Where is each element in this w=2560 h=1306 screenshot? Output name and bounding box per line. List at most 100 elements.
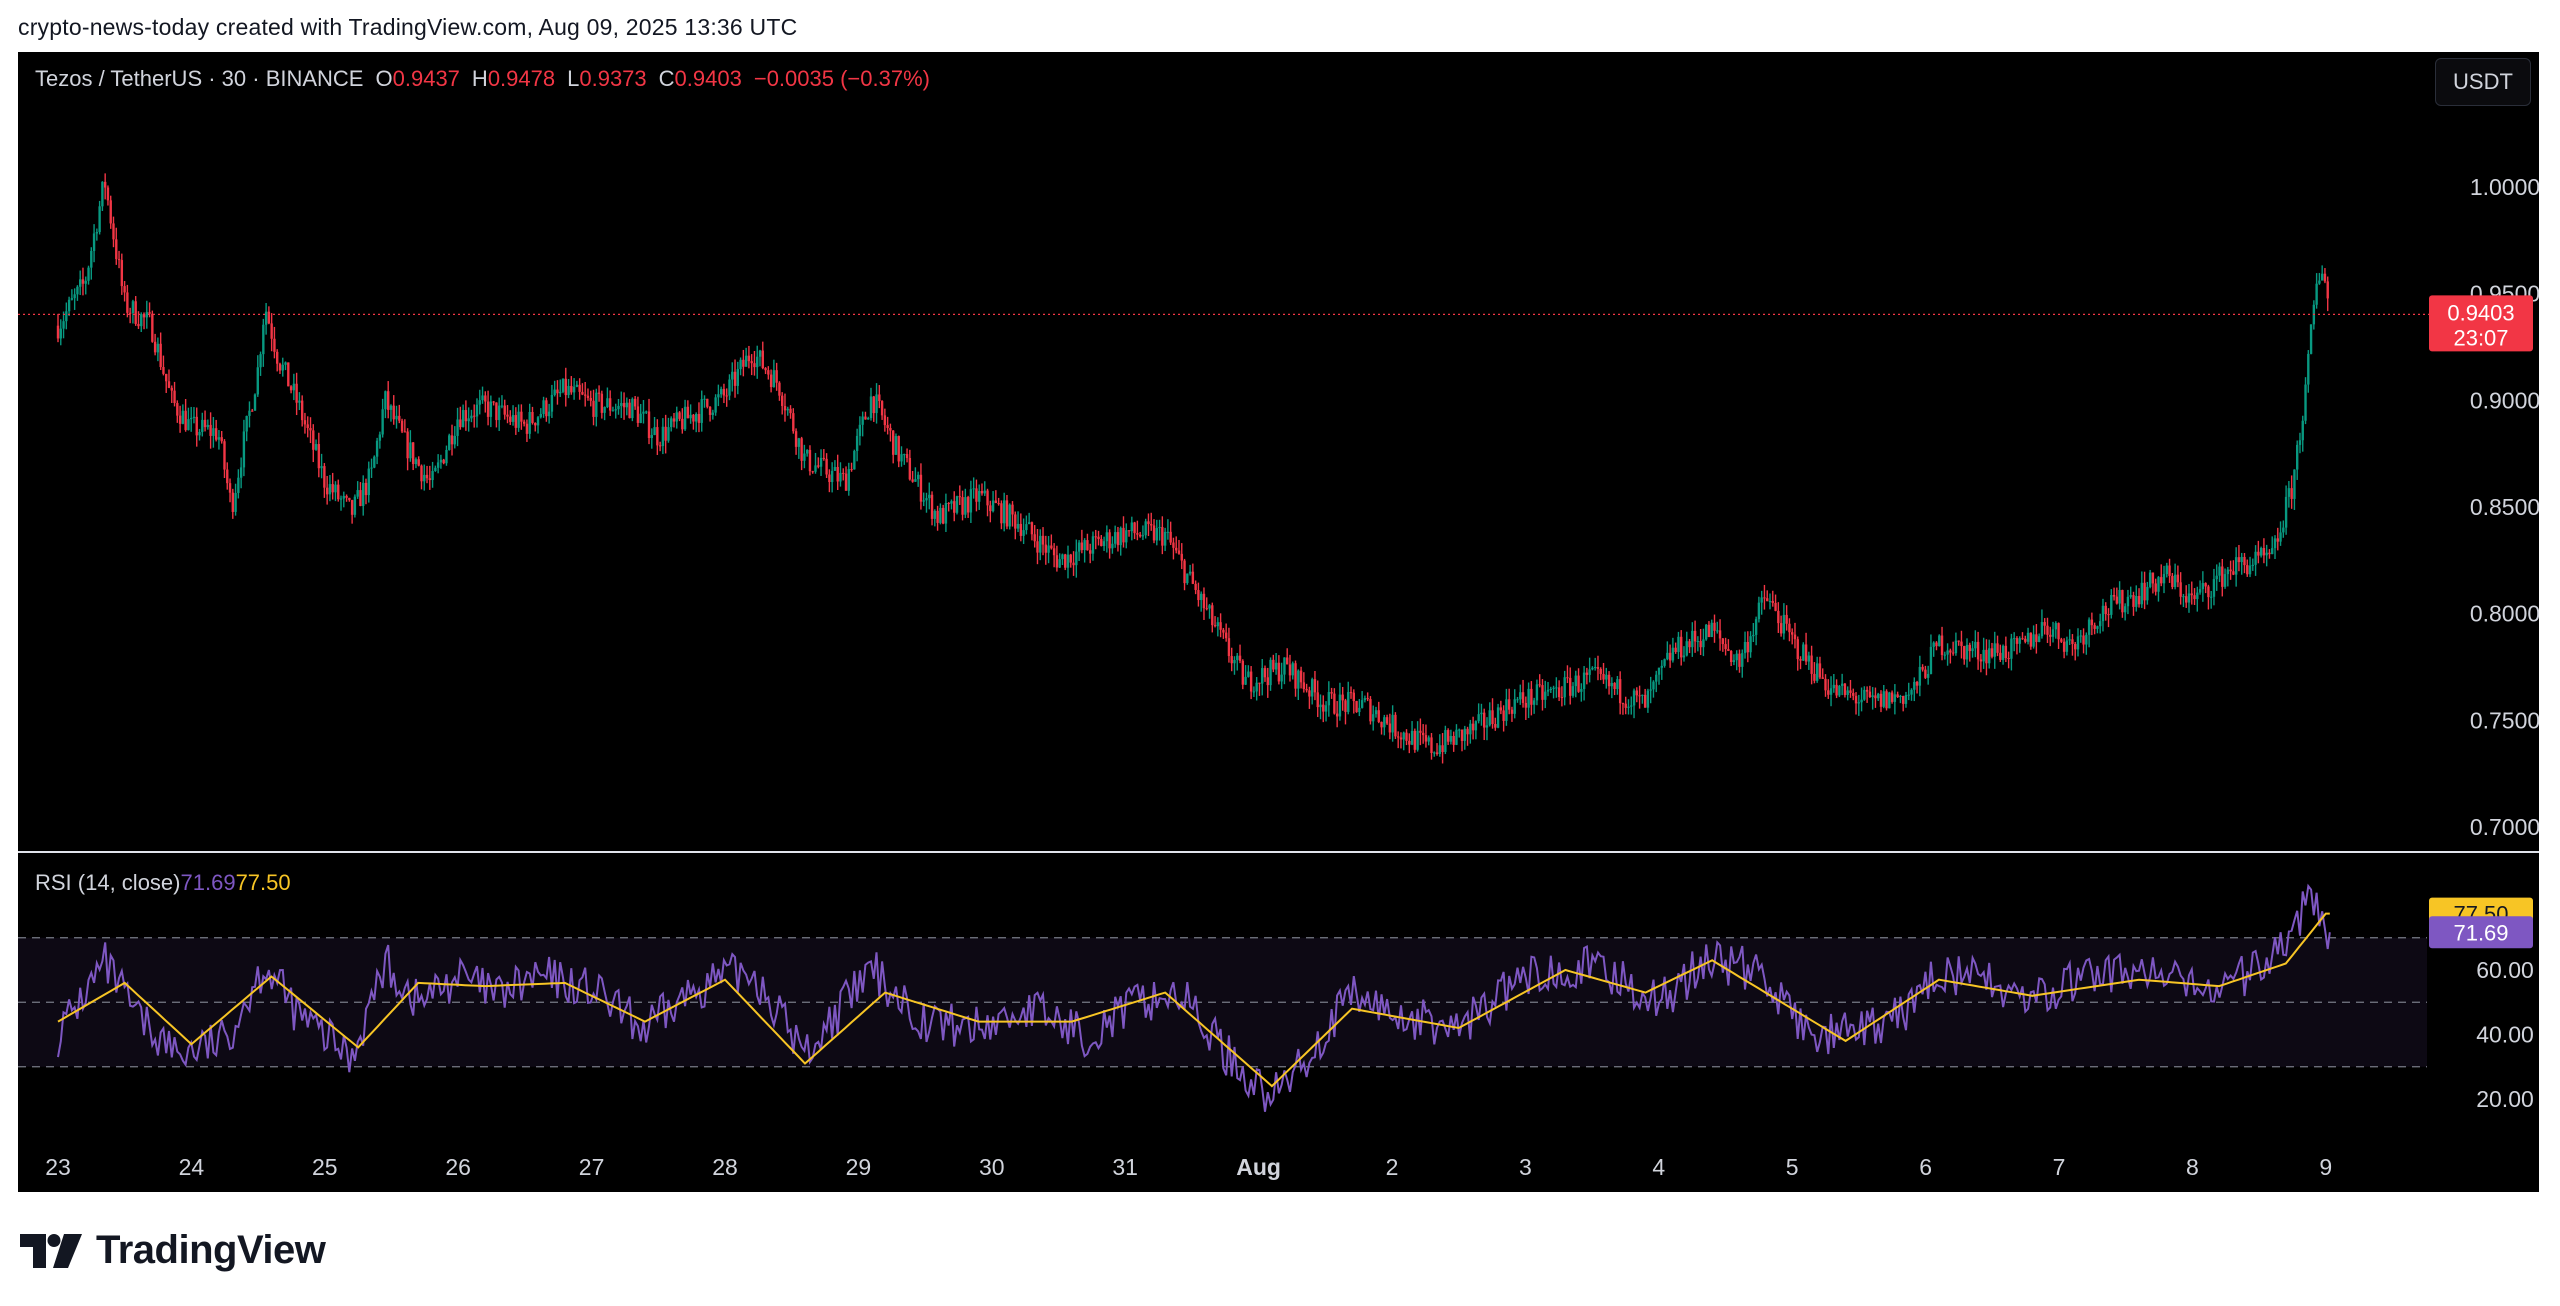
candle-body [2079,635,2082,637]
rsi-indicator-name[interactable]: RSI (14, close) [35,870,181,895]
candle-body [1643,694,1647,708]
candle-body [2157,577,2160,592]
time-axis-tick: 28 [712,1154,738,1180]
candle-body [1088,550,1092,554]
candle-body [772,370,776,388]
candle-body [1610,683,1614,687]
candle-body [597,392,601,394]
candle-body [220,437,223,442]
rsi-value: 71.69 [180,870,236,895]
candle-body [2112,595,2116,597]
candle-body [192,416,196,418]
candle-body [625,402,629,408]
candle-body [559,391,562,394]
candle-body [386,391,390,410]
candle-body [1727,649,1730,651]
candle-body [1521,692,1525,703]
candle-body [928,494,931,499]
candle-body [1396,736,1400,738]
candle-body [794,431,798,447]
candle-body [170,387,173,391]
candle-body [722,388,726,396]
candle-body [650,435,653,439]
candle-body [522,421,526,424]
candle-body [1982,649,1985,662]
candle-body [1757,602,1761,620]
candle-body [115,239,118,260]
candle-body [2304,384,2307,421]
candle-body [1774,602,1777,611]
candle-body [1316,692,1319,708]
candle-body [1976,641,1980,660]
chart-canvas[interactable]: 1.00000.95000.90000.85000.80000.75000.70… [18,52,2539,1192]
candle-body [1327,692,1331,706]
candle-body [1874,695,1877,699]
candle-body [359,490,362,507]
candle-body [1175,547,1178,551]
candle-body [1133,522,1136,534]
candle-body [2132,595,2135,607]
candle-body [814,465,817,472]
price-axis-tick: 0.7000 [2470,814,2539,840]
candle-body [939,507,942,523]
candle-body [1341,694,1344,701]
candle-body [2121,590,2124,613]
candle-body [1693,630,1697,642]
candle-body [761,350,764,369]
candle-body [2265,552,2268,556]
time-axis-tick: 2 [1386,1154,1399,1180]
candle-body [1901,695,1905,704]
candle-body [1488,710,1491,726]
candle-body [1849,690,1852,693]
candle-body [1416,730,1419,750]
candle-body [1663,659,1666,666]
candle-body [231,492,235,512]
candle-body [764,368,767,371]
candle-body [2101,605,2105,622]
candle-body [2315,283,2318,305]
candle-body [1713,622,1716,631]
candle-body [997,503,1000,505]
candle-body [861,416,864,425]
candle-body [2004,645,2008,659]
candle-body [744,355,748,367]
symbol-name[interactable]: Tezos / TetherUS · 30 · BINANCE [35,66,364,91]
candle-body [880,401,884,416]
currency-button[interactable]: USDT [2435,58,2531,106]
candle-body [259,354,262,368]
chart-frame[interactable]: 1.0000 0.9500 0.9000 0.8500 0.8000 0.7500 0.70… [18,52,2539,1192]
candle-body [2282,527,2285,533]
candle-body [2223,574,2227,587]
candle-body [2035,634,2038,642]
candle-body [775,370,778,383]
candle-body [2162,574,2166,584]
candle-body [1677,636,1680,653]
low-label: L [567,66,580,91]
candle-body [131,301,135,314]
candle-body [1421,732,1425,736]
candle-body [767,370,770,375]
candle-body [181,410,185,424]
candle-body [334,484,337,493]
candle-body [1893,694,1897,702]
candle-body [1840,683,1844,686]
tradingview-logo[interactable]: TradingView [20,1228,326,1273]
candle-body [936,510,939,523]
candle-body [1391,714,1394,733]
candle-body [123,286,126,293]
candle-body [1491,710,1494,725]
candle-body [1557,687,1561,698]
candle-body [1080,542,1084,551]
candle-body [2087,619,2091,635]
candle-body [819,457,823,467]
candle-body [278,363,282,371]
candle-body [586,395,590,398]
candle-body [786,408,789,411]
candle-body [736,369,740,386]
time-axis-tick: 25 [312,1154,338,1180]
candle-body [1177,550,1181,554]
candle-body [2137,596,2141,605]
candle-body [661,426,665,446]
candle-body [450,435,454,445]
rsi-badge [2429,916,2533,949]
